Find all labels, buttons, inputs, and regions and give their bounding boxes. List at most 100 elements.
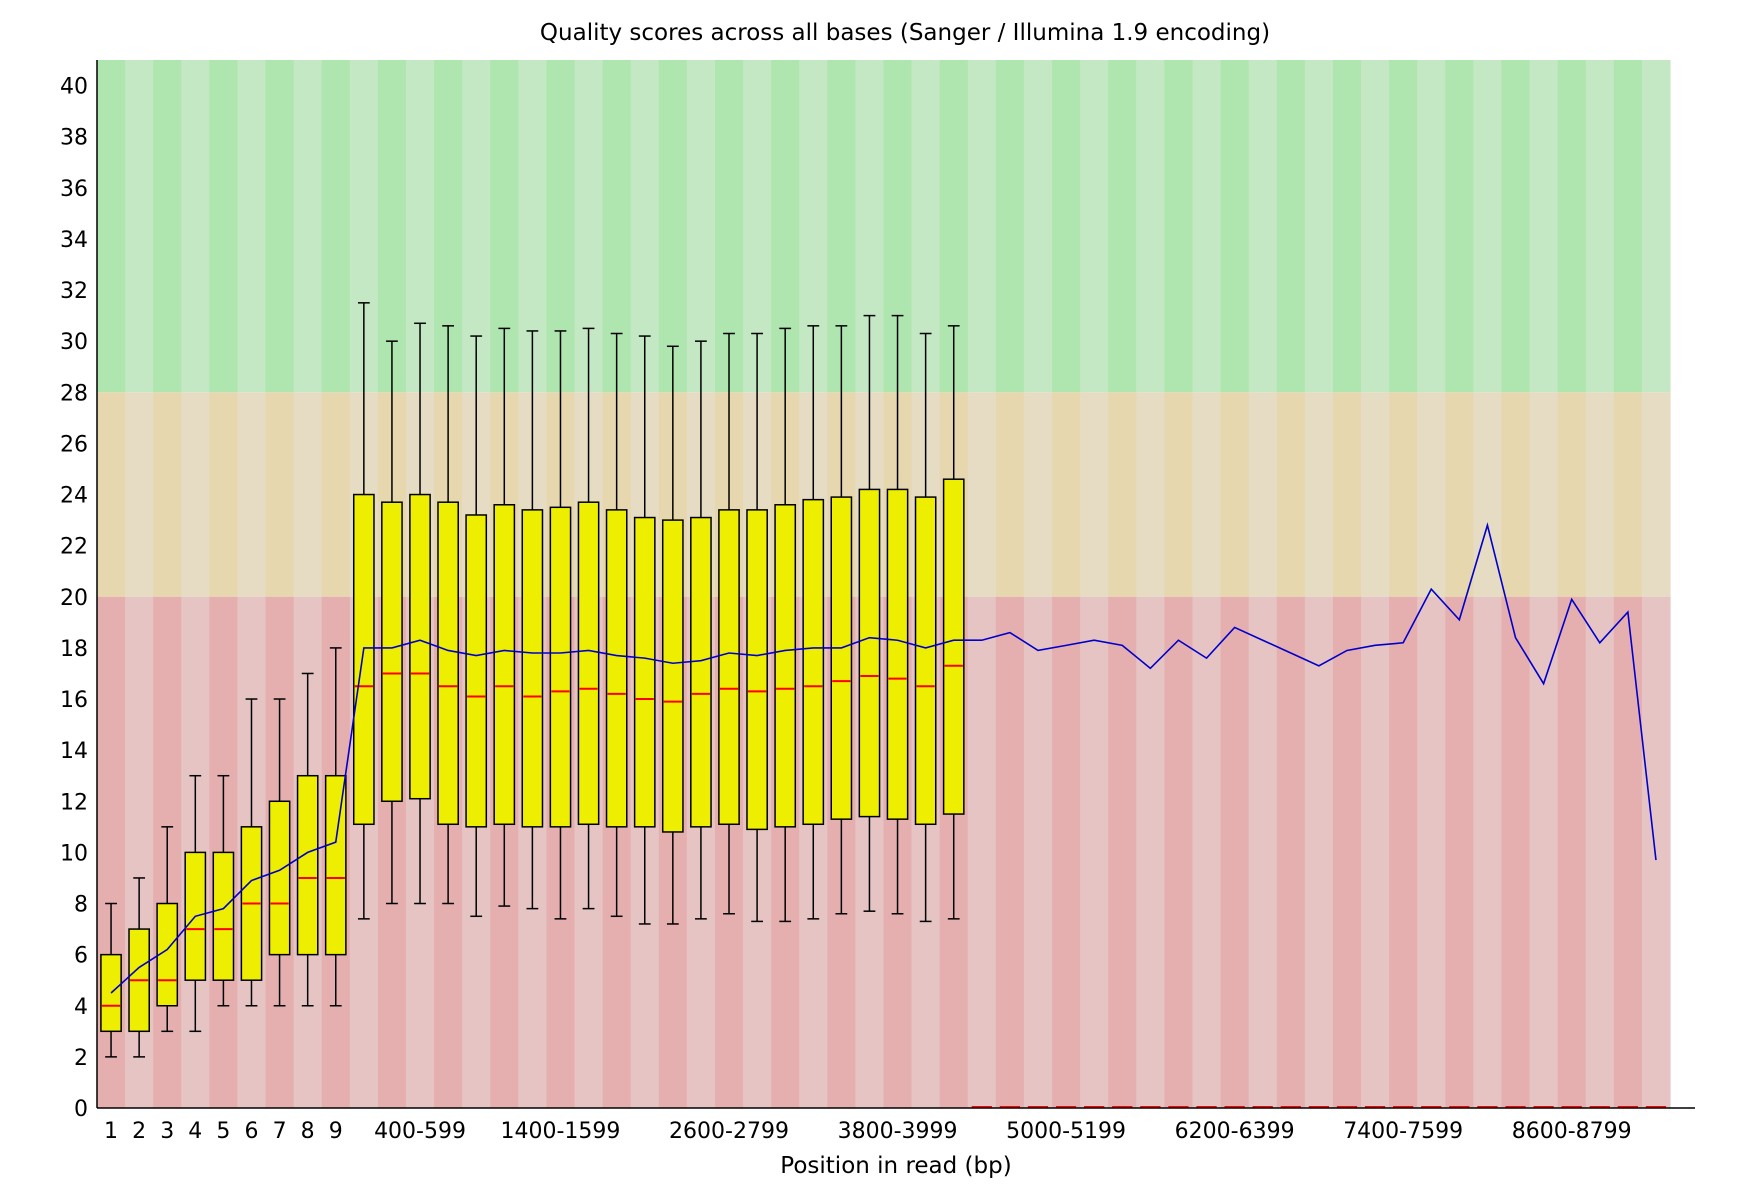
x-tick-label-2: 3 xyxy=(160,1119,174,1144)
band-stripe-2-48 xyxy=(1445,596,1474,1108)
x-tick-label-6: 7 xyxy=(273,1119,287,1144)
x-tick-label-3: 4 xyxy=(188,1119,202,1144)
band-stripe-0-55 xyxy=(1641,60,1671,393)
x-tick-label-11: 2600-2799 xyxy=(669,1119,789,1144)
x-tick-label-4: 5 xyxy=(216,1119,230,1144)
band-stripe-1-42 xyxy=(1276,392,1306,597)
band-stripe-0-8 xyxy=(321,60,351,393)
box-21 xyxy=(661,519,684,833)
band-stripe-1-48 xyxy=(1445,392,1474,597)
band-stripe-2-36 xyxy=(1108,596,1137,1108)
y-tick-label-18: 18 xyxy=(60,637,88,662)
band-stripe-1-43 xyxy=(1304,392,1334,597)
band-stripe-1-35 xyxy=(1080,392,1109,597)
band-stripe-0-47 xyxy=(1417,60,1446,393)
band-stripe-0-20 xyxy=(658,60,688,393)
band-stripe-0-35 xyxy=(1080,60,1109,393)
band-stripe-1-33 xyxy=(1023,392,1053,597)
box-26 xyxy=(802,498,825,826)
band-stripe-1-52 xyxy=(1557,392,1587,597)
y-tick-label-20: 20 xyxy=(60,586,88,611)
band-stripe-0-31 xyxy=(967,60,997,393)
box-28 xyxy=(858,488,881,818)
x-tick-label-5: 6 xyxy=(244,1119,258,1144)
box-18 xyxy=(577,501,600,826)
box-10 xyxy=(352,493,375,826)
band-stripe-0-3 xyxy=(181,60,210,393)
box-13 xyxy=(437,501,459,826)
y-tick-label-36: 36 xyxy=(60,177,88,202)
band-stripe-0-46 xyxy=(1389,60,1418,393)
band-stripe-0-1 xyxy=(125,60,154,393)
y-tick-label-8: 8 xyxy=(74,893,88,918)
band-stripe-1-44 xyxy=(1332,392,1362,597)
band-stripe-0-0 xyxy=(97,60,126,393)
band-stripe-1-41 xyxy=(1248,392,1278,597)
band-stripe-0-2 xyxy=(153,60,182,393)
band-stripe-0-7 xyxy=(293,60,323,393)
band-stripe-0-54 xyxy=(1613,60,1643,393)
band-stripe-2-41 xyxy=(1248,596,1278,1108)
band-stripe-1-37 xyxy=(1136,392,1165,597)
band-stripe-1-0 xyxy=(97,392,126,597)
y-tick-label-4: 4 xyxy=(74,995,88,1020)
band-stripe-1-47 xyxy=(1417,392,1446,597)
band-stripe-1-6 xyxy=(265,392,295,597)
band-stripe-1-4 xyxy=(209,392,239,597)
band-stripe-2-55 xyxy=(1641,596,1671,1108)
y-tick-label-34: 34 xyxy=(60,228,88,253)
band-stripe-2-50 xyxy=(1501,596,1531,1108)
box-22 xyxy=(690,516,712,828)
band-stripe-0-50 xyxy=(1501,60,1531,393)
band-stripe-1-3 xyxy=(181,392,210,597)
band-stripe-1-7 xyxy=(293,392,323,597)
box-27 xyxy=(830,496,853,820)
x-tick-label-16: 8600-8799 xyxy=(1512,1119,1632,1144)
y-tick-label-12: 12 xyxy=(60,790,88,815)
band-stripe-2-46 xyxy=(1389,596,1418,1108)
box-16 xyxy=(521,509,544,828)
band-stripe-1-8 xyxy=(321,392,351,597)
y-tick-label-10: 10 xyxy=(60,841,88,866)
band-stripe-2-45 xyxy=(1361,596,1390,1108)
x-axis-label: Position in read (bp) xyxy=(780,1153,1011,1179)
band-stripe-2-31 xyxy=(967,596,997,1108)
y-tick-label-24: 24 xyxy=(60,484,88,509)
band-stripe-2-53 xyxy=(1585,596,1615,1108)
band-stripe-1-2 xyxy=(153,392,182,597)
y-tick-label-38: 38 xyxy=(60,126,88,151)
band-stripe-2-52 xyxy=(1557,596,1587,1108)
band-stripe-1-55 xyxy=(1641,392,1671,597)
y-tick-label-32: 32 xyxy=(60,279,88,304)
box-11 xyxy=(381,501,403,803)
box-15 xyxy=(493,504,516,826)
band-stripe-1-39 xyxy=(1192,392,1222,597)
band-stripe-0-45 xyxy=(1361,60,1390,393)
y-tick-label-30: 30 xyxy=(60,330,88,355)
box-31 xyxy=(942,478,965,815)
band-stripe-2-49 xyxy=(1473,596,1503,1108)
band-stripe-2-33 xyxy=(1023,596,1053,1108)
band-stripe-0-37 xyxy=(1136,60,1165,393)
y-tick-label-28: 28 xyxy=(60,381,88,406)
mean-line-group xyxy=(110,522,1657,994)
band-stripe-1-34 xyxy=(1052,392,1081,597)
band-stripe-2-54 xyxy=(1613,596,1643,1108)
band-stripe-1-45 xyxy=(1361,392,1390,597)
box-23 xyxy=(718,509,740,826)
chart-title: Quality scores across all bases (Sanger … xyxy=(540,20,1270,46)
box-plots xyxy=(100,302,1667,1108)
x-tick-label-15: 7400-7599 xyxy=(1343,1119,1463,1144)
box-20 xyxy=(633,516,656,828)
band-stripe-1-53 xyxy=(1585,392,1615,597)
band-stripe-0-52 xyxy=(1557,60,1587,393)
x-tick-label-8: 9 xyxy=(329,1119,343,1144)
band-stripe-1-5 xyxy=(237,392,267,597)
x-tick-label-0: 1 xyxy=(104,1119,118,1144)
y-tick-label-16: 16 xyxy=(60,688,88,713)
band-stripe-1-31 xyxy=(967,392,997,597)
box-29 xyxy=(886,488,909,820)
band-stripe-2-38 xyxy=(1164,596,1194,1108)
box-7 xyxy=(268,800,291,956)
